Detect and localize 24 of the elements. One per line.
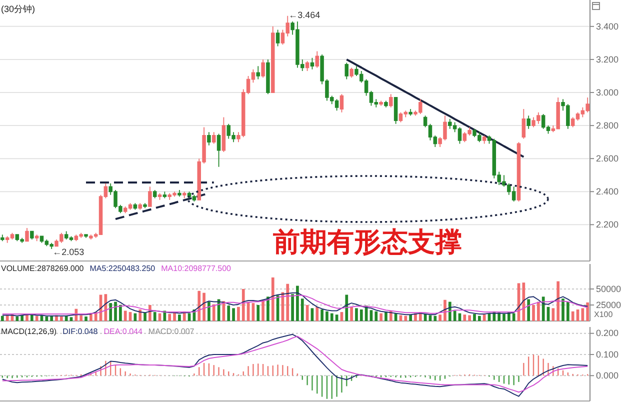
y-axis-title: X100 [594,310,614,319]
y-tick-label: 3.000 [596,87,619,98]
text: DIF:0.048 [62,327,98,336]
text: DEA:0.044 [104,327,143,336]
chart-title: MACD(12,26,9) [1,327,57,336]
y-tick-label: 0.000 [596,370,619,381]
y-tick-label: 2.600 [596,153,619,164]
y-tick-label: 3.400 [596,21,619,32]
y-tick-label: 3.200 [596,54,619,64]
y-tick-label: 50000 [596,284,621,294]
y-tick-label: 2.200 [596,220,619,230]
annotation: MACD:0.007 [148,327,195,336]
text: MA10:2098777.500 [161,264,232,273]
annotation: ←2.053 [52,247,84,258]
chart-title: VOLUME:2878269.000 [1,264,84,273]
y-tick-label: 0.100 [596,349,619,360]
y-tick-label: 2.400 [596,186,619,196]
text: MA5:2250483.250 [90,264,156,273]
annotation: ←3.464 [288,10,320,20]
y-tick-label: 0.200 [596,328,619,338]
annotation: 前期有形态支撑 [272,227,462,258]
text: (30分钟) [1,4,36,14]
y-tick-label: 25000 [596,300,621,310]
y-tick-label: 2.800 [596,120,619,130]
